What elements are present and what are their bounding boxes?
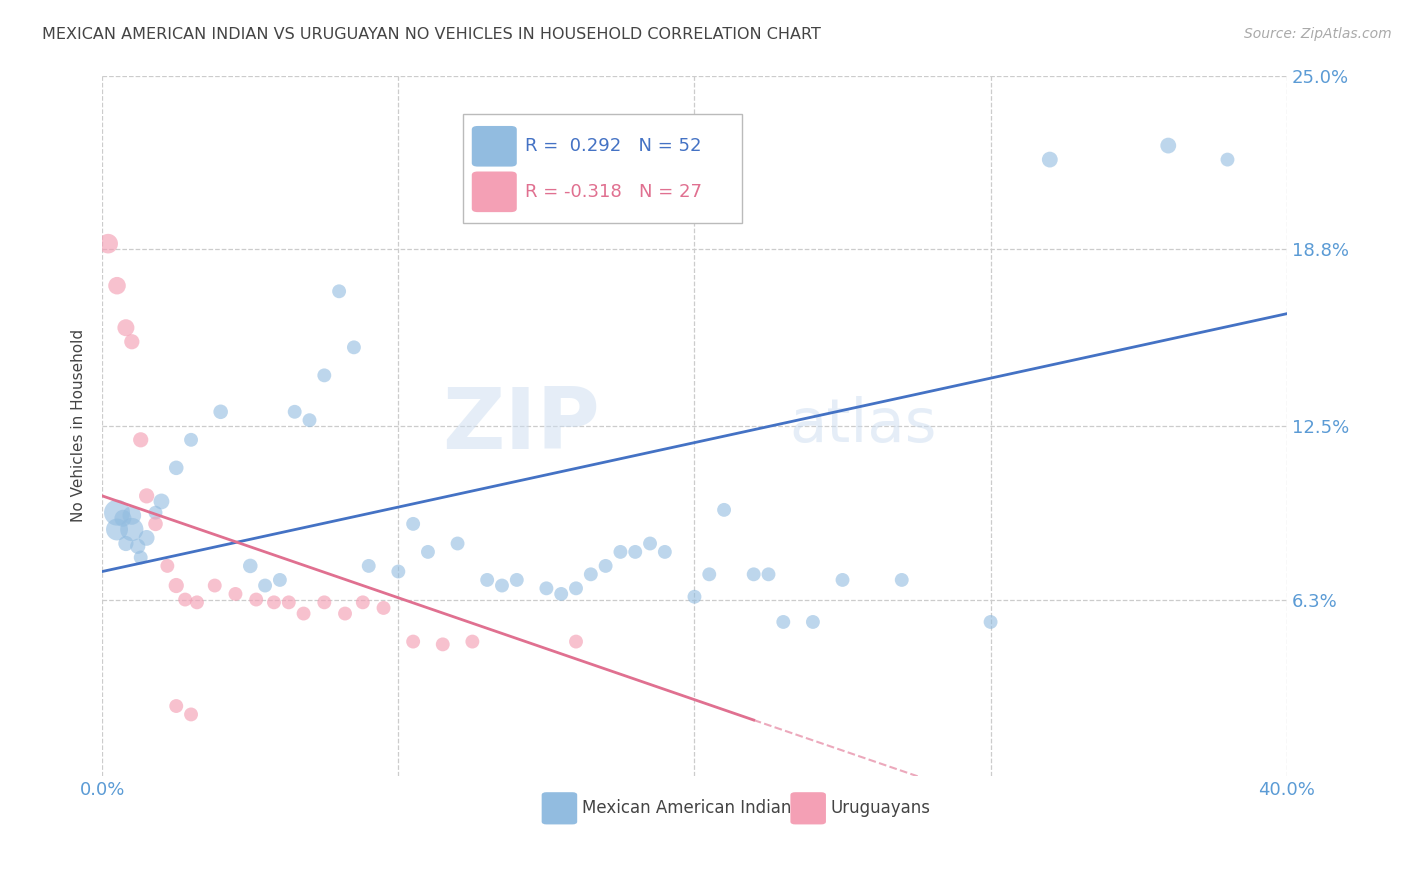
Point (121, 523, 143, 537)
Point (115, 320, 138, 334)
Point (127, 539, 149, 553)
Point (165, 699, 187, 714)
Point (105, 523, 128, 537)
Point (801, 615, 824, 629)
Point (333, 607, 356, 621)
Point (595, 558, 617, 573)
Point (373, 601, 395, 615)
Point (314, 368, 336, 383)
Point (277, 595, 299, 609)
Point (269, 573, 291, 587)
Point (491, 578, 513, 592)
Point (314, 595, 336, 609)
Point (713, 503, 735, 517)
Point (758, 567, 780, 582)
Point (111, 511, 134, 525)
Point (980, 615, 1002, 629)
FancyBboxPatch shape (790, 792, 825, 824)
Point (165, 460, 187, 475)
Point (1216, 153, 1239, 167)
Point (506, 573, 529, 587)
Point (609, 545, 631, 559)
Point (416, 545, 439, 559)
Point (105, 506, 128, 520)
Point (254, 578, 277, 592)
Text: R = -0.318   N = 27: R = -0.318 N = 27 (524, 183, 702, 201)
Point (186, 595, 208, 609)
Point (683, 590, 706, 604)
Point (432, 637, 454, 651)
Point (121, 508, 143, 523)
Point (180, 707, 202, 722)
Point (772, 615, 794, 629)
Point (638, 536, 661, 550)
Point (180, 433, 202, 447)
Point (284, 405, 307, 419)
Point (135, 531, 157, 545)
Text: Mexican American Indians: Mexican American Indians (582, 799, 800, 817)
Point (624, 545, 647, 559)
Point (174, 592, 197, 607)
Point (121, 334, 143, 349)
Point (1157, 138, 1180, 153)
Point (357, 558, 380, 573)
Point (565, 582, 588, 596)
Point (402, 634, 425, 648)
Point (550, 587, 572, 601)
Point (239, 558, 262, 573)
Point (135, 489, 157, 503)
Point (245, 592, 267, 607)
Point (890, 573, 912, 587)
Point (209, 405, 232, 419)
Point (387, 565, 409, 579)
Text: R =  0.292   N = 52: R = 0.292 N = 52 (524, 137, 702, 155)
Point (298, 413, 321, 427)
Point (115, 536, 138, 550)
Point (145, 506, 167, 520)
Point (145, 516, 167, 531)
Text: Source: ZipAtlas.com: Source: ZipAtlas.com (1244, 27, 1392, 41)
Text: atlas: atlas (789, 396, 936, 455)
Point (446, 536, 468, 550)
Point (105, 278, 128, 293)
Point (831, 573, 853, 587)
Y-axis label: No Vehicles in Household: No Vehicles in Household (72, 329, 86, 523)
Point (156, 558, 179, 573)
FancyBboxPatch shape (472, 126, 517, 167)
Text: MEXICAN AMERICAN INDIAN VS URUGUAYAN NO VEHICLES IN HOUSEHOLD CORRELATION CHART: MEXICAN AMERICAN INDIAN VS URUGUAYAN NO … (42, 27, 821, 42)
Point (165, 578, 187, 592)
Point (129, 433, 152, 447)
Point (352, 595, 374, 609)
Point (129, 550, 152, 565)
FancyBboxPatch shape (541, 792, 578, 824)
Point (697, 567, 720, 582)
Point (224, 587, 246, 601)
Point (263, 595, 285, 609)
Point (328, 285, 350, 299)
Point (292, 607, 315, 621)
Point (475, 573, 498, 587)
Point (150, 494, 173, 508)
Point (654, 545, 676, 559)
Point (343, 340, 366, 354)
Point (97, 236, 120, 251)
FancyBboxPatch shape (472, 171, 517, 212)
FancyBboxPatch shape (464, 114, 742, 223)
Text: ZIP: ZIP (441, 384, 600, 467)
Point (1039, 153, 1062, 167)
Point (579, 567, 602, 582)
Text: Uruguayans: Uruguayans (831, 799, 931, 817)
Point (742, 567, 765, 582)
Point (536, 582, 558, 596)
Point (402, 516, 425, 531)
Point (461, 634, 484, 648)
Point (565, 634, 588, 648)
Point (204, 578, 226, 592)
